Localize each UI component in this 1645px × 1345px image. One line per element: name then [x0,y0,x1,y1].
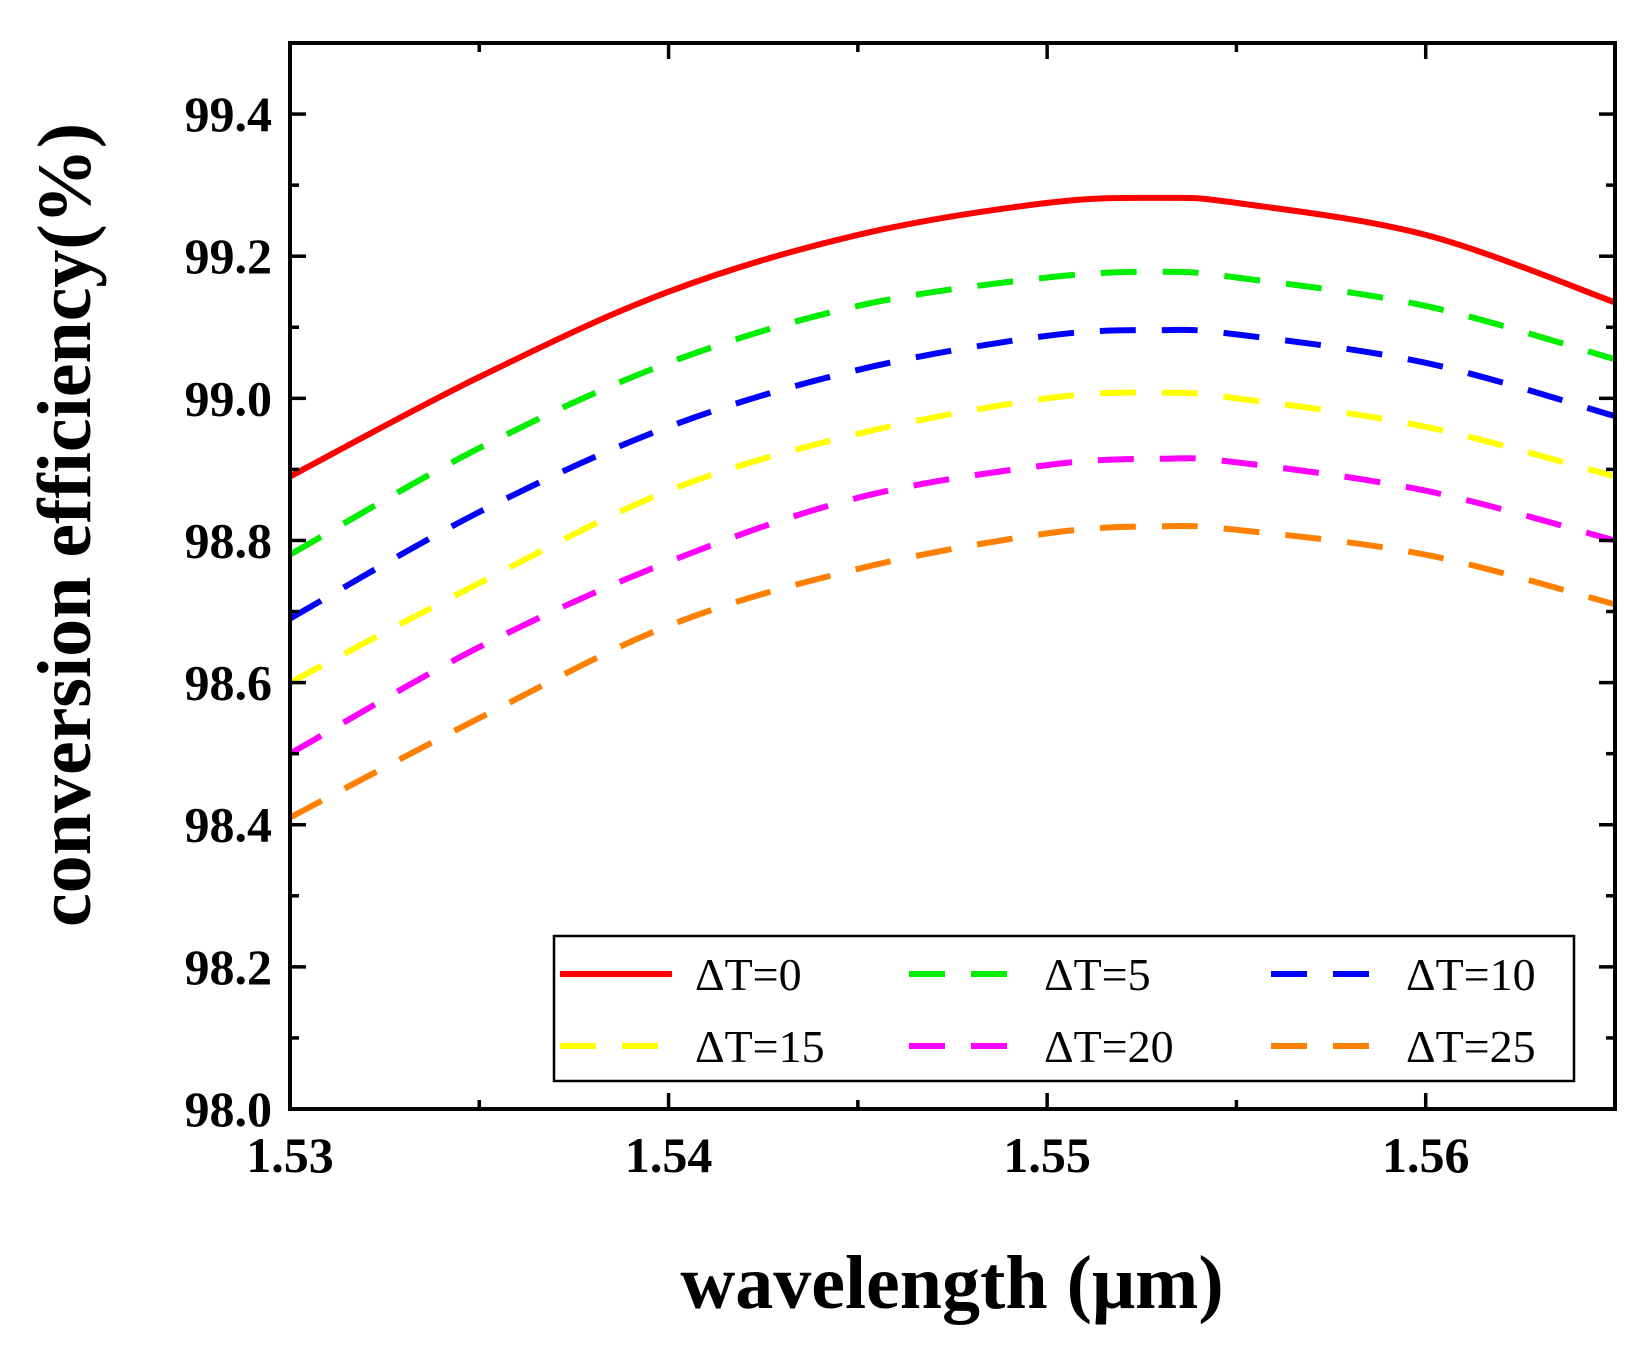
series-line-5 [290,522,1615,821]
series-line-4 [290,455,1615,757]
y-tick-label: 98.2 [185,939,273,995]
series-line-1 [290,268,1615,558]
legend-label-4: ΔT=20 [1044,1021,1174,1072]
plot-frame [288,41,1617,1111]
legend-label-1: ΔT=5 [1044,949,1151,1000]
y-tick-label: 98.0 [185,1081,273,1137]
legend-box [552,934,1576,1083]
y-tick-label: 98.8 [185,512,273,568]
x-tick-label: 1.55 [1003,1127,1091,1183]
y-tick-label: 99.4 [185,86,273,142]
series-line-3 [290,389,1615,686]
x-tick-label: 1.56 [1382,1127,1470,1183]
y-tick-label: 99.0 [185,370,273,426]
legend: ΔT=0 ΔT=5 ΔT=10 ΔT=15 ΔT=20 ΔT=25 [552,934,1576,1083]
series-line-0 [290,194,1615,480]
tick-labels: 1.53 1.54 1.55 1.56 98.0 98.2 98.4 98.6 98.8 99.0… [185,86,1470,1183]
series-line-2 [290,326,1615,622]
legend-label-5: ΔT=25 [1406,1021,1536,1072]
y-axis-title: conversion efficiency(%) [23,123,107,927]
x-tick-label: 1.53 [246,1127,334,1183]
x-axis-title: wavelength (μm) [680,1241,1223,1325]
y-tick-label: 99.2 [185,228,273,284]
y-tick-label: 98.6 [185,655,273,711]
legend-label-2: ΔT=10 [1406,949,1536,1000]
x-tick-label: 1.54 [625,1127,713,1183]
series-layer [290,194,1615,821]
legend-label-0: ΔT=0 [695,949,802,1000]
legend-label-3: ΔT=15 [695,1021,825,1072]
ticks-layer [288,41,1617,1111]
y-tick-label: 98.4 [185,797,273,853]
